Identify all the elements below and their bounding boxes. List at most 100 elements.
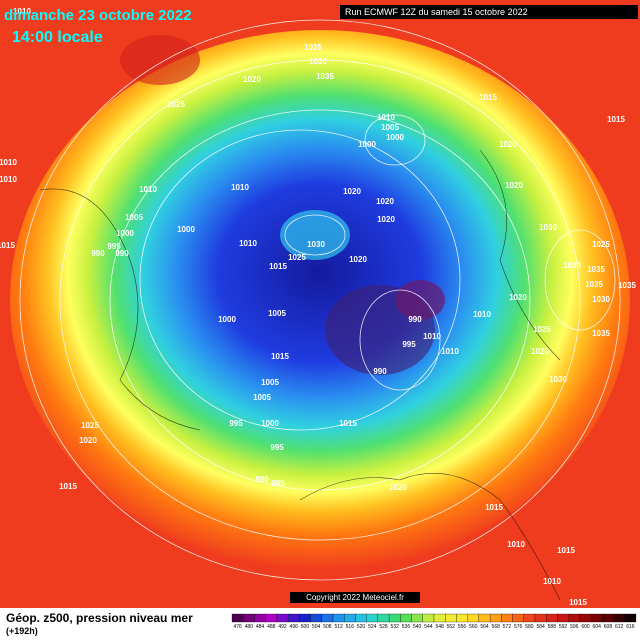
colorbar-cell bbox=[422, 613, 435, 623]
isobar-label: 1015 bbox=[569, 598, 587, 607]
isobar-label: 1035 bbox=[587, 265, 605, 274]
isobar-label: 1025 bbox=[304, 43, 322, 52]
isobar-label: 1010 bbox=[423, 332, 441, 341]
colorbar-cell bbox=[478, 613, 491, 623]
colorbar-cell bbox=[456, 613, 468, 623]
isobar-label: 995 bbox=[229, 419, 243, 428]
isobar-label: 995 bbox=[270, 443, 284, 452]
isobar-label: 1010 bbox=[441, 347, 459, 356]
lead-time: (+192h) bbox=[6, 626, 38, 636]
isobar-label: 990 bbox=[91, 249, 105, 258]
colorbar-cell bbox=[344, 613, 356, 623]
isobar-label: 1015 bbox=[485, 503, 503, 512]
isobar-label: 1015 bbox=[0, 241, 15, 250]
isobar-label: 1000 bbox=[177, 225, 195, 234]
isobar-label: 1035 bbox=[592, 329, 610, 338]
colorbar-cell bbox=[231, 613, 244, 623]
isobar-label: 1015 bbox=[557, 546, 575, 555]
isobar-label: 1035 bbox=[618, 281, 636, 290]
colorbar-cell bbox=[602, 613, 614, 623]
isobar-label: 990 bbox=[373, 367, 387, 376]
colorbar-label: 588 bbox=[548, 624, 557, 630]
colorbar-label: 488 bbox=[267, 624, 276, 630]
isobar-label: 1015 bbox=[339, 419, 357, 428]
isobar-label: 1025 bbox=[81, 421, 99, 430]
isobar-label: 1020 bbox=[79, 436, 97, 445]
colorbar-label: 596 bbox=[570, 624, 579, 630]
colorbar-cell bbox=[546, 613, 558, 623]
isobar-label: 1025 bbox=[533, 325, 551, 334]
colorbar-label: 592 bbox=[559, 624, 568, 630]
isobar-label: 1005 bbox=[381, 123, 399, 132]
isobar-label: 1005 bbox=[125, 213, 143, 222]
colorbar-cell bbox=[590, 613, 603, 623]
colorbar-label: 500 bbox=[301, 624, 310, 630]
isobar-label: 1020 bbox=[243, 75, 261, 84]
isobar-label: 1035 bbox=[316, 72, 334, 81]
footer-title: Géop. z500, pression niveau mer bbox=[6, 611, 193, 625]
colorbar-cell bbox=[501, 613, 513, 623]
isobar-label: 1030 bbox=[549, 375, 567, 384]
colorbar-label: 604 bbox=[593, 624, 602, 630]
isobar-label: 990 bbox=[408, 315, 422, 324]
colorbar-cell bbox=[557, 613, 569, 623]
colorbar-cell bbox=[299, 613, 311, 623]
colorbar-cell bbox=[276, 613, 289, 623]
isobar-label: 1010 bbox=[507, 540, 525, 549]
colorbar-label: 520 bbox=[357, 624, 366, 630]
isobar-label: 1010 bbox=[543, 577, 561, 586]
colorbar-cell bbox=[332, 613, 345, 623]
colorbar-label: 524 bbox=[368, 624, 377, 630]
isobar-label: 1010 bbox=[377, 113, 395, 122]
isobar-label: 990 bbox=[115, 249, 129, 258]
colorbar-cell bbox=[512, 613, 524, 623]
run-box bbox=[340, 5, 638, 19]
isobar-label: 1015 bbox=[269, 262, 287, 271]
colorbar-label: 484 bbox=[256, 624, 265, 630]
copyright: Copyright 2022 Meteociel.fr bbox=[306, 593, 404, 602]
isobar-label: 1010 bbox=[239, 239, 257, 248]
isobar-label: 1025 bbox=[592, 240, 610, 249]
isobar-label: 1035 bbox=[585, 280, 603, 289]
colorbar-cell bbox=[568, 613, 581, 623]
isobar-label: 1015 bbox=[479, 93, 497, 102]
isobar-label: 995 bbox=[107, 242, 121, 251]
colorbar-cell bbox=[613, 613, 625, 623]
colorbar-cell bbox=[579, 613, 592, 623]
date: dimanche 23 octobre 2022 bbox=[4, 7, 192, 24]
colorbar-label: 608 bbox=[604, 624, 613, 630]
colorbar-label: 528 bbox=[379, 624, 388, 630]
isobar-label: 1015 bbox=[607, 115, 625, 124]
run-info: Run ECMWF 12Z du samedi 15 octobre 2022 bbox=[345, 7, 528, 17]
isobar-label: 1000 bbox=[358, 140, 376, 149]
colorbar-cell bbox=[489, 613, 502, 623]
colorbar-label: 508 bbox=[323, 624, 332, 630]
colorbar-cell bbox=[523, 613, 536, 623]
colorbar-label: 532 bbox=[391, 624, 400, 630]
isobar-label: 1025 bbox=[167, 100, 185, 109]
colorbar-label: 564 bbox=[480, 624, 489, 630]
isobar-label: 990 bbox=[255, 475, 269, 484]
colorbar-cell bbox=[411, 613, 423, 623]
isobar-label: 1020 bbox=[377, 215, 395, 224]
isobar-label: 995 bbox=[402, 340, 416, 349]
colorbar-label: 504 bbox=[312, 624, 321, 630]
colorbar-cell bbox=[254, 613, 266, 623]
colorbar-cell bbox=[400, 613, 412, 623]
isobar-label: 1005 bbox=[253, 393, 271, 402]
map-area bbox=[0, 0, 640, 610]
colorbar-label: 548 bbox=[435, 624, 444, 630]
isobar-label: 1010 bbox=[139, 185, 157, 194]
isobar-label: 1030 bbox=[309, 57, 327, 66]
colorbar-cell bbox=[310, 613, 322, 623]
isobar-label: 1010 bbox=[0, 158, 17, 167]
isobar-label: 1020 bbox=[389, 483, 407, 492]
colorbar-label: 480 bbox=[245, 624, 254, 630]
isobar-label: 1025 bbox=[288, 253, 306, 262]
isobar-label: 1015 bbox=[271, 352, 289, 361]
isobar-label: 1025 bbox=[531, 347, 549, 356]
colorbar-cell bbox=[321, 613, 334, 623]
isobar-label: 1030 bbox=[539, 223, 557, 232]
colorbar-label: 516 bbox=[346, 624, 355, 630]
